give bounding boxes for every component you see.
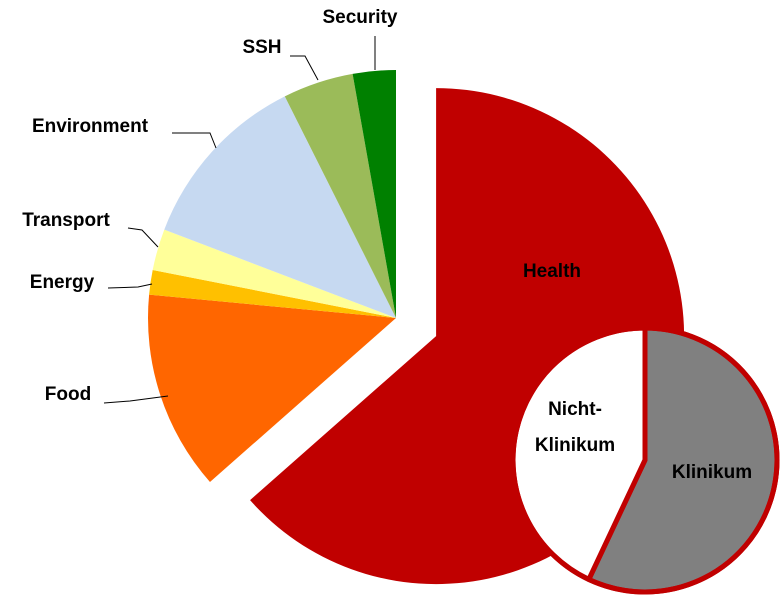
pie-slice	[149, 269, 396, 318]
slice-label: SSH	[242, 37, 281, 58]
slice-label: Transport	[22, 210, 110, 231]
pie-slice	[352, 70, 396, 318]
slice-label: Energy	[30, 272, 95, 293]
pie-slice	[148, 294, 396, 483]
label-line: Nicht-	[548, 399, 602, 420]
leader-line	[103, 395, 169, 404]
leader-line	[127, 227, 159, 248]
slice-label: Security	[323, 7, 398, 28]
pie-slice	[284, 73, 396, 318]
pie-slice	[164, 96, 396, 318]
slice-label: Health	[523, 261, 581, 282]
slice-label: Nicht- Klinikum	[535, 399, 615, 456]
label-line: Klinikum	[535, 435, 615, 456]
slice-label: Food	[45, 384, 91, 405]
slice-label: Klinikum	[672, 462, 752, 483]
leader-line	[107, 283, 153, 289]
pie-border	[510, 325, 780, 595]
slice-label: Environment	[32, 116, 149, 137]
leader-line	[290, 55, 319, 81]
pie-slice	[152, 229, 396, 318]
leader-line	[172, 132, 217, 149]
